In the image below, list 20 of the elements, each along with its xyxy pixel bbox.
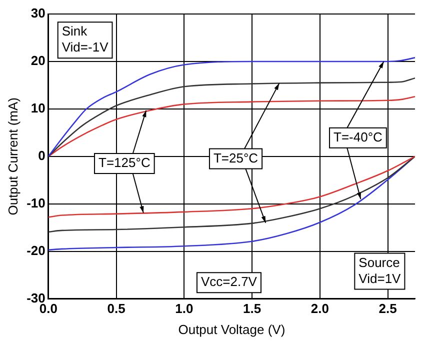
x-tick-label: 2.5 [378, 301, 397, 316]
annotation: T=25°C [213, 150, 258, 166]
y-tick-label: -30 [26, 290, 46, 306]
annotation: Vcc=2.7V [200, 274, 258, 290]
x-tick-label: 1.0 [175, 301, 194, 316]
y-tick-label: 30 [30, 6, 46, 21]
x-tick-label: 1.5 [243, 301, 262, 316]
y-tick-label: 20 [30, 53, 46, 68]
annotation: Source Vid=1V [358, 254, 402, 286]
annotation: Sink Vid=-1V [62, 24, 109, 55]
annotation: T=-40°C [334, 129, 382, 144]
y-axis-title: Output Current (mA) [5, 98, 20, 216]
y-tick-label: 0 [38, 148, 46, 163]
x-tick-label: 2.0 [310, 301, 329, 316]
annotation: T=125°C [98, 155, 150, 170]
y-tick-label: 10 [30, 100, 46, 116]
x-tick-label: 0.5 [107, 301, 126, 316]
x-axis-title: Output Voltage (V) [178, 322, 286, 337]
y-tick-label: -10 [26, 195, 46, 210]
y-tick-label: -20 [26, 242, 46, 258]
